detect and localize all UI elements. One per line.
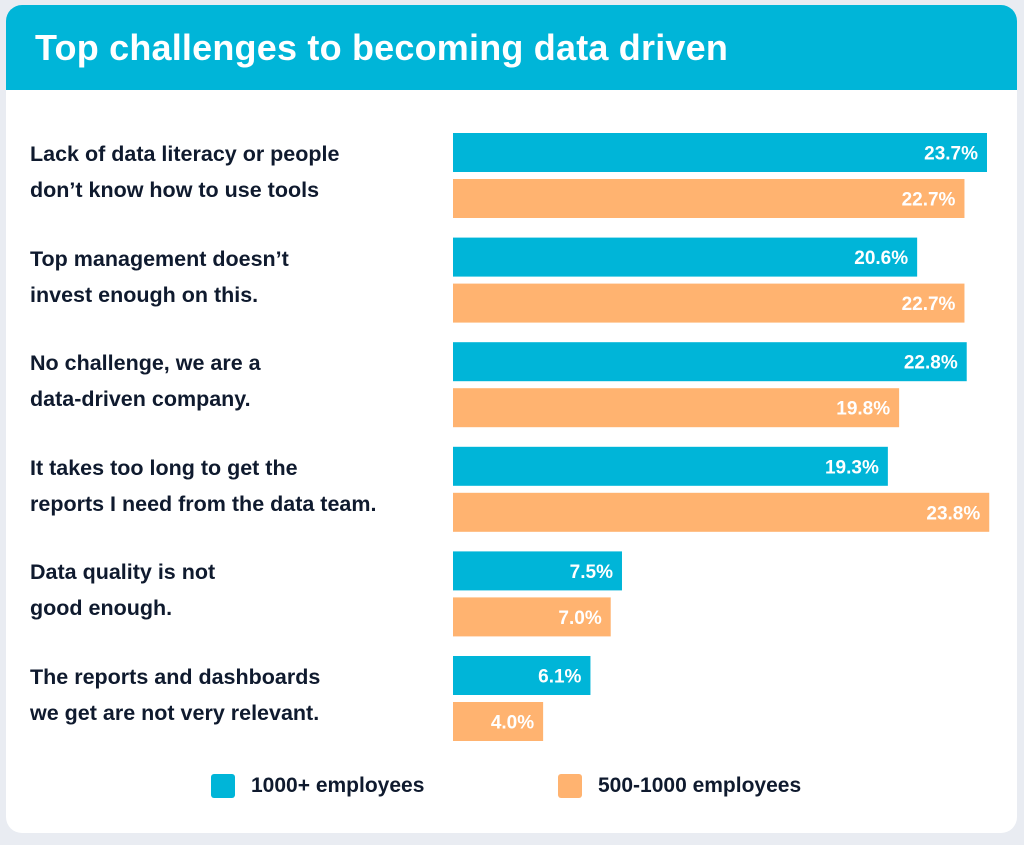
bar bbox=[453, 388, 900, 428]
data-label: 22.7% bbox=[902, 294, 956, 315]
bar bbox=[453, 597, 611, 637]
category-label-line: The reports and dashboards bbox=[30, 665, 321, 689]
bar bbox=[453, 702, 544, 741]
category-label-line: Top management doesn’t bbox=[30, 246, 289, 271]
bar bbox=[453, 551, 622, 591]
legend-label: 500-1000 employees bbox=[598, 774, 802, 797]
category-label: It takes too long to get the reports I ne… bbox=[30, 450, 450, 522]
category-label-line: Lack of data literacy or people bbox=[30, 142, 340, 166]
category-label-line: It takes too long to get the bbox=[30, 455, 298, 480]
legend-label: 1000+ employees bbox=[251, 774, 425, 797]
category-label-line: reports I need from the data team. bbox=[30, 491, 377, 516]
category-label: No challenge, we are a data-driven compan… bbox=[30, 345, 450, 417]
bar bbox=[453, 492, 990, 532]
data-label: 22.7% bbox=[902, 190, 956, 211]
data-label: 7.0% bbox=[558, 608, 601, 629]
legend-swatch-orange bbox=[558, 774, 582, 798]
legend-item-500-1000: 500-1000 employees bbox=[558, 774, 801, 798]
category-label-line: data-driven company. bbox=[30, 387, 251, 412]
category-label: Lack of data literacy or people don’t kno… bbox=[30, 136, 450, 208]
legend-item-1000-plus: 1000+ employees bbox=[211, 774, 424, 798]
data-label: 19.8% bbox=[836, 399, 890, 420]
category-label-line: don’t know how to use tools bbox=[30, 178, 320, 202]
bar bbox=[453, 283, 965, 323]
category-label-line: invest enough on this. bbox=[30, 282, 259, 307]
bar bbox=[453, 237, 918, 277]
data-label: 23.7% bbox=[924, 144, 978, 165]
data-label: 20.6% bbox=[854, 248, 908, 269]
data-label: 23.8% bbox=[926, 503, 980, 524]
category-label: Data quality is not good enough. bbox=[30, 554, 450, 626]
chart-title: Top challenges to becoming data driven bbox=[35, 27, 729, 68]
bar bbox=[453, 656, 591, 695]
category-label-line: good enough. bbox=[30, 596, 173, 621]
data-label: 7.5% bbox=[570, 562, 613, 583]
bar bbox=[453, 446, 888, 486]
bar bbox=[453, 133, 987, 172]
bar bbox=[453, 179, 965, 218]
category-label: Top management doesn’t invest enough on t… bbox=[30, 241, 450, 313]
data-label: 19.3% bbox=[825, 457, 879, 478]
category-label: The reports and dashboards we get are not… bbox=[30, 659, 450, 731]
category-label-line: Data quality is not bbox=[30, 560, 216, 585]
data-label: 4.0% bbox=[491, 713, 534, 734]
category-label-line: No challenge, we are a bbox=[30, 351, 261, 376]
data-label: 22.8% bbox=[904, 353, 958, 374]
category-label-line: we get are not very relevant. bbox=[30, 701, 320, 725]
title-banner: Top challenges to becoming data driven bbox=[6, 5, 1017, 90]
data-label: 6.1% bbox=[538, 667, 581, 688]
bar bbox=[453, 342, 967, 382]
legend-swatch-cyan bbox=[211, 774, 235, 798]
